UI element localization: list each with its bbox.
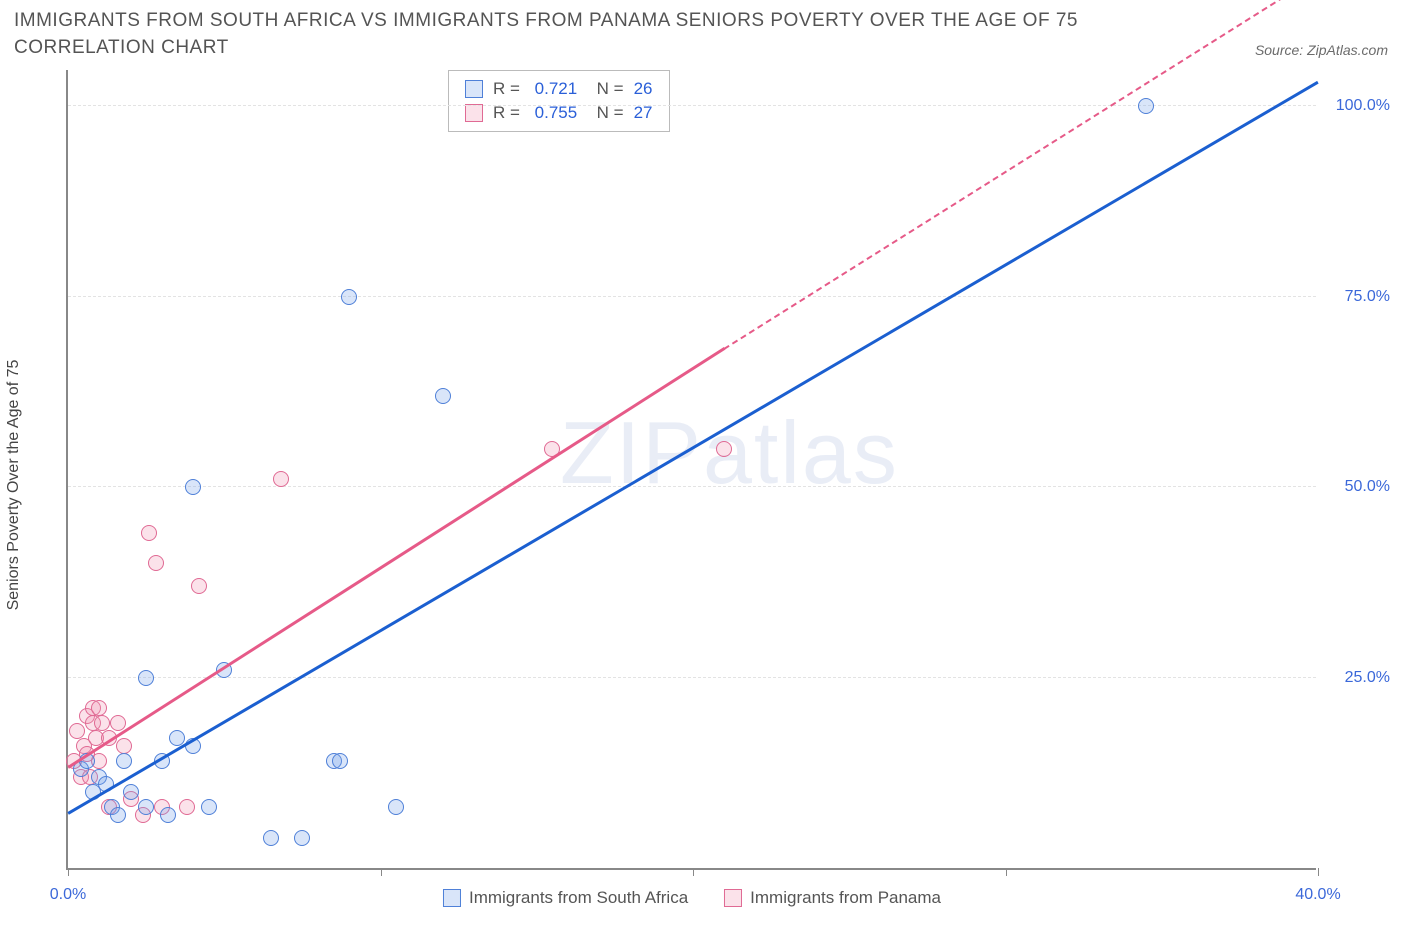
data-point (179, 799, 195, 815)
data-point (435, 388, 451, 404)
data-point (91, 700, 107, 716)
data-point (191, 578, 207, 594)
y-tick-label: 100.0% (1326, 97, 1390, 115)
data-point (201, 799, 217, 815)
series-legend: Immigrants from South Africa Immigrants … (443, 888, 941, 908)
x-tick-label: 40.0% (1295, 886, 1340, 904)
chart-title: IMMIGRANTS FROM SOUTH AFRICA VS IMMIGRAN… (14, 8, 1114, 61)
legend-swatch-series2 (465, 104, 483, 122)
data-point (388, 799, 404, 815)
x-tick-label: 0.0% (50, 886, 86, 904)
data-point (69, 723, 85, 739)
legend-row-series1: R = 0.721 N = 26 (465, 77, 653, 101)
legend-item-series2: Immigrants from Panama (724, 888, 941, 908)
data-point (263, 830, 279, 846)
data-point (116, 738, 132, 754)
x-tick (1318, 868, 1319, 876)
gridline (68, 296, 1316, 297)
source-credit: Source: ZipAtlas.com (1255, 42, 1388, 58)
legend-n-value-1: 26 (634, 79, 653, 99)
legend-n-label: N = (587, 79, 623, 99)
gridline (68, 677, 1316, 678)
data-point (110, 807, 126, 823)
data-point (141, 525, 157, 541)
data-point (332, 753, 348, 769)
data-point (716, 441, 732, 457)
data-point (94, 715, 110, 731)
x-tick (693, 868, 694, 876)
y-tick-label: 25.0% (1326, 669, 1390, 687)
x-tick (68, 868, 69, 876)
gridline (68, 486, 1316, 487)
data-point (1138, 98, 1154, 114)
plot-container: Seniors Poverty Over the Age of 75 ZIPat… (36, 70, 1386, 900)
correlation-legend: R = 0.721 N = 26 R = 0.755 N = 27 (448, 70, 670, 132)
data-point (341, 289, 357, 305)
data-point (273, 471, 289, 487)
x-tick (381, 868, 382, 876)
data-point (123, 784, 139, 800)
scatter-plot: ZIPatlas R = 0.721 N = 26 R = 0.755 N = … (66, 70, 1316, 870)
data-point (148, 555, 164, 571)
regression-line (67, 81, 1318, 815)
data-point (116, 753, 132, 769)
data-point (138, 670, 154, 686)
legend-item-series1: Immigrants from South Africa (443, 888, 688, 908)
data-point (160, 807, 176, 823)
y-tick-label: 50.0% (1326, 478, 1390, 496)
chart-header: IMMIGRANTS FROM SOUTH AFRICA VS IMMIGRAN… (0, 0, 1406, 65)
data-point (138, 799, 154, 815)
legend-label-series2: Immigrants from Panama (750, 888, 941, 908)
y-tick-label: 75.0% (1326, 288, 1390, 306)
legend-label-series1: Immigrants from South Africa (469, 888, 688, 908)
legend-swatch-series1-b (443, 889, 461, 907)
legend-swatch-series2-b (724, 889, 742, 907)
data-point (185, 479, 201, 495)
legend-r-value-1: 0.721 (535, 79, 578, 99)
regression-line (67, 348, 725, 769)
legend-r-label: R = (493, 79, 525, 99)
y-axis-label: Seniors Poverty Over the Age of 75 (5, 360, 23, 611)
gridline (68, 105, 1316, 106)
x-tick (1006, 868, 1007, 876)
data-point (294, 830, 310, 846)
legend-swatch-series1 (465, 80, 483, 98)
